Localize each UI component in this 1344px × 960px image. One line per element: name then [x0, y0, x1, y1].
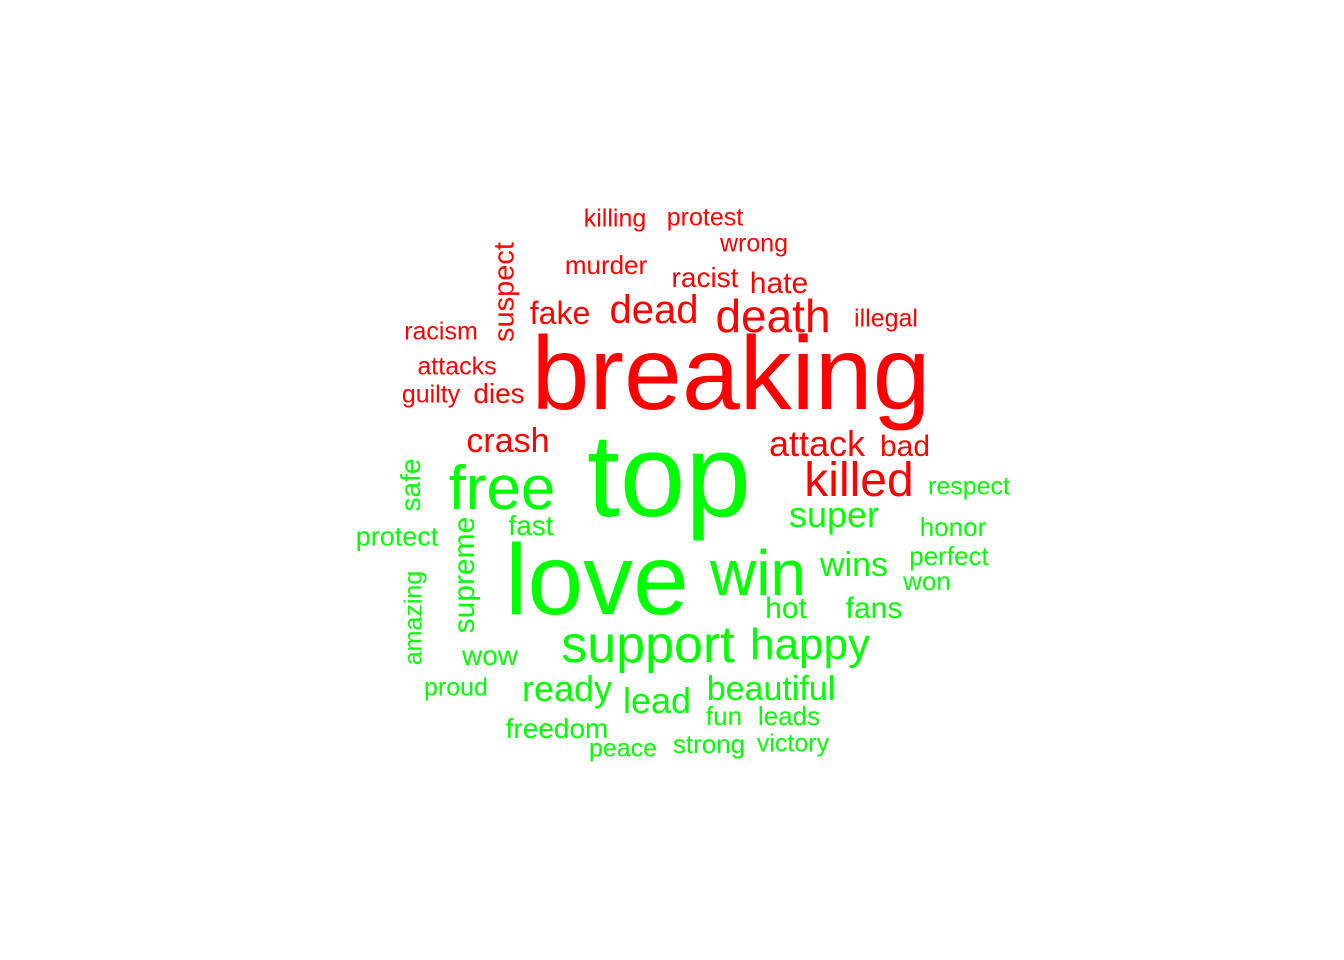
- word-racism: racism: [404, 317, 478, 346]
- word-free: free: [448, 454, 556, 523]
- word-protest: protest: [666, 203, 744, 232]
- word-ready: ready: [521, 668, 613, 709]
- word-fast: fast: [508, 510, 554, 541]
- word-proud: proud: [424, 673, 488, 702]
- word-lead: lead: [622, 680, 692, 721]
- word-honor: honor: [919, 512, 987, 542]
- word-won: won: [903, 566, 951, 596]
- word-support: support: [561, 616, 735, 674]
- word-victory: victory: [756, 729, 830, 758]
- word-killed: killed: [804, 454, 914, 507]
- word-wrong: wrong: [719, 229, 789, 258]
- word-dead: dead: [609, 288, 699, 332]
- word-wow: wow: [461, 640, 519, 671]
- word-fake: fake: [529, 295, 591, 331]
- word-freedom: freedom: [505, 713, 609, 744]
- word-crash: crash: [466, 422, 550, 460]
- word-happy: happy: [750, 620, 870, 669]
- word-protect: protect: [355, 521, 439, 552]
- word-fun: fun: [705, 701, 743, 731]
- word-dies: dies: [473, 378, 525, 409]
- word-death: death: [715, 290, 831, 342]
- word-hot: hot: [765, 592, 807, 625]
- word-killing: killing: [583, 204, 647, 233]
- word-racist: racist: [671, 262, 739, 293]
- word-love: love: [505, 524, 689, 636]
- word-suspect: suspect: [488, 242, 521, 342]
- word-illegal: illegal: [854, 304, 918, 333]
- word-hate: hate: [749, 267, 809, 300]
- word-respect: respect: [928, 472, 1010, 501]
- word-amazing: amazing: [399, 570, 428, 666]
- word-beautiful: beautiful: [706, 670, 836, 708]
- word-attack: attack: [768, 423, 866, 464]
- word-peace: peace: [588, 734, 658, 763]
- word-top: top: [586, 410, 752, 542]
- word-perfect: perfect: [909, 541, 989, 571]
- word-guilty: guilty: [401, 380, 461, 409]
- word-breaking: breaking: [531, 316, 931, 432]
- word-supreme: supreme: [448, 516, 481, 634]
- word-safe: safe: [395, 458, 426, 512]
- word-bad: bad: [879, 430, 931, 463]
- word-fans: fans: [845, 592, 903, 625]
- word-super: super: [788, 494, 880, 535]
- word-attacks: attacks: [417, 352, 497, 381]
- word-win: win: [709, 537, 807, 609]
- word-murder: murder: [564, 250, 648, 280]
- word-strong: strong: [672, 729, 746, 759]
- word-leads: leads: [757, 701, 821, 731]
- word-wins: wins: [819, 546, 889, 584]
